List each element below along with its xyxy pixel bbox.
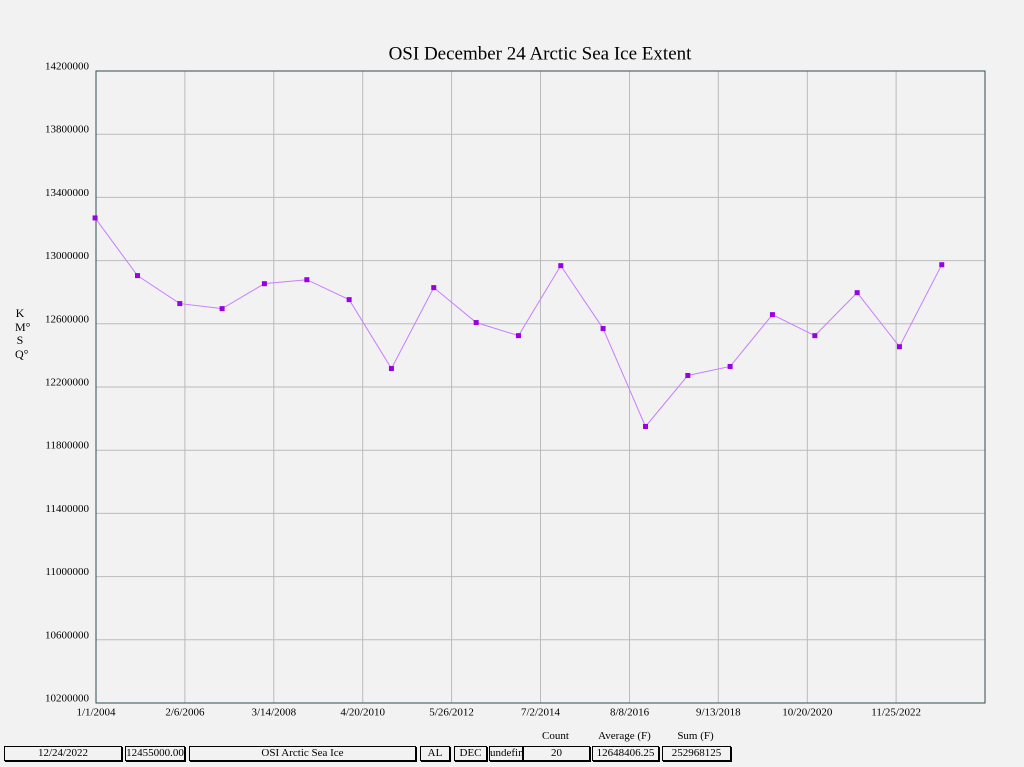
marker xyxy=(812,333,818,339)
y-tick-label: 12200000 xyxy=(45,377,90,389)
y-tick-label: 10200000 xyxy=(45,693,90,705)
x-tick-label: 10/20/2020 xyxy=(782,707,833,719)
y-tick-label: 11400000 xyxy=(45,503,89,515)
marker xyxy=(177,301,183,307)
marker xyxy=(346,297,352,303)
summary-header: Average (F) xyxy=(598,730,651,742)
marker xyxy=(261,281,267,287)
summary-value: 20 xyxy=(523,746,590,761)
summary-value: 12648406.25 xyxy=(592,746,659,761)
form-field[interactable]: AL xyxy=(420,746,450,761)
summary-header: Count xyxy=(542,730,569,742)
marker xyxy=(643,424,649,429)
marker xyxy=(304,277,310,283)
summary-value: 252968125 xyxy=(662,746,731,761)
marker xyxy=(854,290,860,296)
y-tick-label: 13400000 xyxy=(45,187,90,199)
x-tick-label: 7/2/2014 xyxy=(521,707,561,719)
x-tick-label: 5/26/2012 xyxy=(429,707,474,719)
x-tick-label: 3/14/2008 xyxy=(251,707,296,719)
marker xyxy=(92,215,98,221)
marker xyxy=(558,263,564,269)
y-tick-label: 13000000 xyxy=(45,250,90,262)
y-tick-label: 11800000 xyxy=(45,440,89,452)
marker xyxy=(600,326,606,332)
form-field[interactable]: OSI Arctic Sea Ice xyxy=(189,746,416,761)
y-tick-label: 12600000 xyxy=(45,313,90,325)
form-field[interactable]: DEC xyxy=(454,746,487,761)
marker xyxy=(896,344,902,350)
x-tick-label: 1/1/2004 xyxy=(76,707,116,719)
chart-title: OSI December 24 Arctic Sea Ice Extent xyxy=(389,43,693,64)
marker xyxy=(727,363,733,369)
marker xyxy=(473,320,479,326)
x-tick-label: 8/8/2016 xyxy=(610,707,650,719)
marker xyxy=(939,262,945,268)
marker xyxy=(219,306,225,312)
marker xyxy=(388,366,394,372)
y-tick-label: 14200000 xyxy=(45,61,90,73)
marker xyxy=(134,273,140,279)
y-tick-label: 13800000 xyxy=(45,124,90,136)
form-field[interactable]: undefined xyxy=(489,746,523,761)
line xyxy=(94,217,943,428)
x-tick-label: 9/13/2018 xyxy=(696,707,741,719)
form-field[interactable]: 12455000.00 xyxy=(125,746,185,761)
marker xyxy=(769,312,775,318)
marker xyxy=(431,285,437,291)
summary-header: Sum (F) xyxy=(677,730,714,742)
x-tick-label: 11/25/2022 xyxy=(871,707,921,719)
y-tick-label: 11000000 xyxy=(45,566,89,578)
form-field[interactable]: 12/24/2022 xyxy=(4,746,122,761)
y-tick-label: 10600000 xyxy=(45,629,90,641)
x-tick-label: 2/6/2006 xyxy=(165,707,205,719)
x-tick-label: 4/20/2010 xyxy=(340,707,385,719)
marker xyxy=(515,333,521,339)
plot-frame xyxy=(95,70,986,704)
y-axis-label: KM°SQ° xyxy=(15,306,31,361)
marker xyxy=(685,372,691,378)
